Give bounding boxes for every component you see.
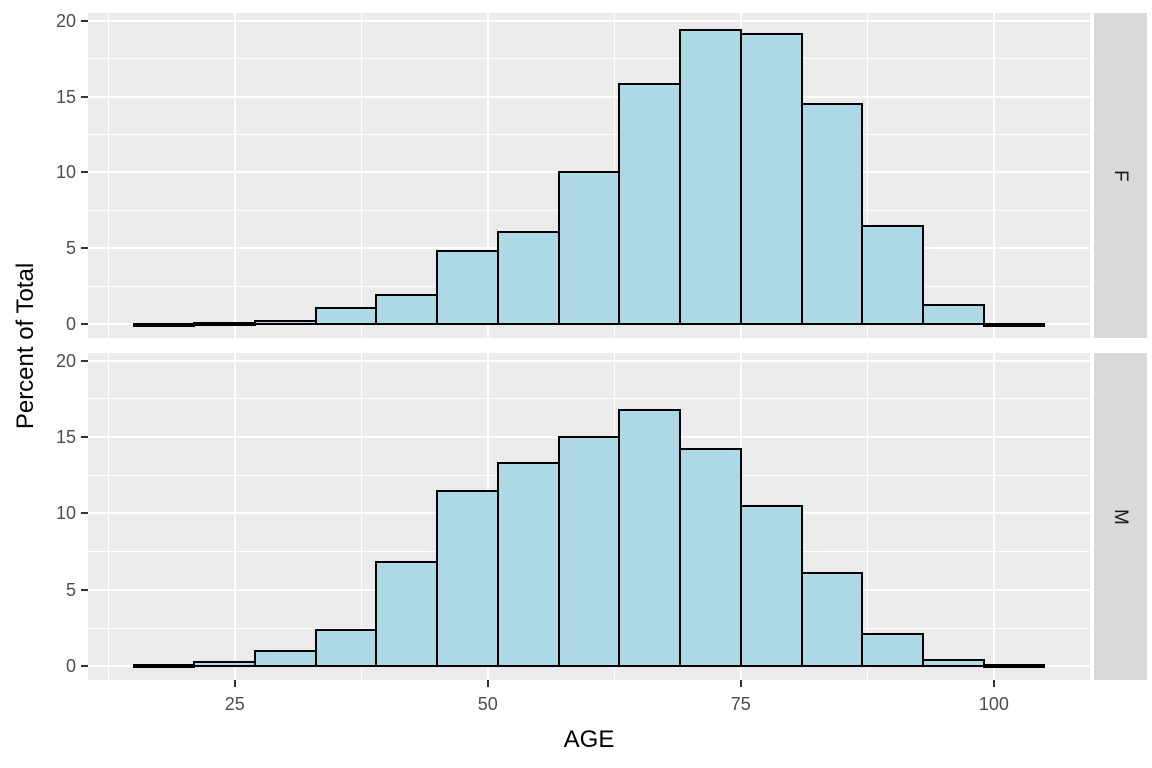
facet-strip: F [1094, 13, 1147, 338]
histogram-bar [618, 83, 682, 326]
y-tick [81, 323, 88, 326]
y-tick [81, 436, 88, 439]
gridline-major-y [88, 359, 1090, 362]
x-tick-label: 75 [730, 694, 751, 714]
gridline-minor-x [866, 13, 868, 338]
gridline-minor-y [88, 133, 1090, 135]
histogram-bar [739, 504, 803, 668]
y-tick-label: 20 [55, 350, 76, 371]
y-tick-label: 10 [55, 162, 76, 183]
x-tick [486, 680, 489, 687]
gridline-major-x [992, 13, 995, 338]
histogram-bar [496, 230, 560, 326]
histogram-bar [314, 306, 378, 326]
histogram-bar [193, 321, 256, 326]
histogram-bar [618, 408, 682, 668]
gridline-minor-x [866, 353, 868, 680]
histogram-bar [800, 572, 864, 668]
histogram-bar [922, 659, 985, 668]
y-tick-label: 5 [65, 579, 76, 600]
y-tick-label: 5 [65, 238, 76, 259]
histogram-bar [314, 628, 378, 668]
y-tick-label: 0 [65, 656, 76, 677]
histogram-bar [436, 489, 499, 668]
histogram-bar [679, 448, 742, 668]
y-tick-label: 0 [65, 314, 76, 335]
gridline-minor-x [360, 353, 362, 680]
y-tick [81, 171, 88, 174]
histogram-bar [254, 319, 317, 326]
histogram-bar [132, 663, 196, 668]
x-axis-title: AGE [563, 726, 615, 753]
gridline-major-y [88, 95, 1090, 98]
y-tick-label: 20 [55, 10, 76, 31]
facet-strip: M [1094, 353, 1147, 680]
x-tick-label: 50 [477, 694, 498, 714]
y-tick-label: 15 [55, 427, 76, 448]
x-tick-label: 100 [978, 694, 1009, 714]
gridline-major-x [992, 353, 995, 680]
y-tick [81, 247, 88, 250]
histogram-bar [861, 224, 924, 326]
y-tick [81, 512, 88, 515]
gridline-major-x [233, 353, 236, 680]
x-tick [233, 680, 236, 687]
histogram-bar [679, 28, 742, 326]
histogram-bar [557, 171, 621, 326]
y-tick-label: 10 [55, 503, 76, 524]
histogram-bar [739, 33, 803, 326]
gridline-minor-x [360, 13, 362, 338]
y-tick [81, 359, 88, 362]
facet-strip-label: F [1110, 169, 1131, 182]
gridline-minor-x [107, 13, 109, 338]
histogram-bar [496, 462, 560, 668]
histogram-bar [375, 561, 439, 668]
y-tick [81, 95, 88, 98]
y-tick [81, 19, 88, 22]
histogram-bar [375, 294, 439, 326]
y-tick-label: 15 [55, 86, 76, 107]
x-tick [992, 680, 995, 687]
histogram-bar [861, 633, 924, 668]
histogram-bar [982, 663, 1046, 668]
histogram-bar [436, 250, 499, 326]
histogram-bar [800, 103, 864, 326]
y-axis-title: Percent of Total [12, 262, 39, 430]
gridline-minor-y [88, 58, 1090, 60]
facet-strip-label: M [1110, 508, 1131, 525]
gridline-major-x [233, 13, 236, 338]
histogram-bar [557, 436, 621, 668]
y-tick [81, 588, 88, 591]
gridline-minor-x [107, 353, 109, 680]
histogram-bar [254, 649, 317, 668]
histogram-bar [922, 303, 985, 326]
histogram-bar [982, 322, 1046, 327]
y-tick [81, 665, 88, 668]
x-tick [739, 680, 742, 687]
x-tick-label: 25 [224, 694, 245, 714]
gridline-minor-y [88, 398, 1090, 400]
histogram-bar [132, 322, 196, 327]
gridline-major-y [88, 19, 1090, 22]
histogram-bar [193, 660, 256, 668]
gridline-major-x [486, 13, 489, 338]
